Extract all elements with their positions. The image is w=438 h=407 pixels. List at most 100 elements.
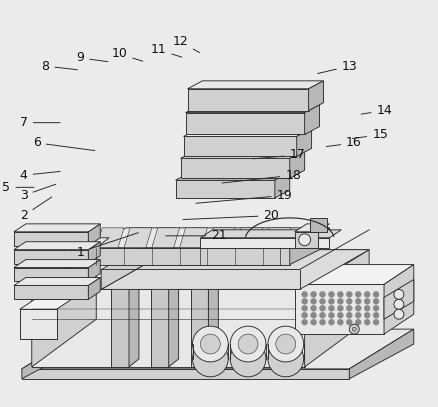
Text: 9: 9 (76, 51, 108, 64)
Polygon shape (384, 280, 414, 319)
Ellipse shape (352, 327, 356, 331)
Polygon shape (14, 224, 100, 232)
Polygon shape (14, 242, 100, 249)
Ellipse shape (328, 298, 334, 304)
Ellipse shape (355, 319, 361, 325)
Ellipse shape (328, 291, 334, 298)
Polygon shape (111, 274, 129, 367)
Ellipse shape (320, 312, 325, 318)
Ellipse shape (337, 298, 343, 304)
Ellipse shape (346, 319, 352, 325)
Text: 8: 8 (42, 59, 78, 72)
Text: 12: 12 (172, 35, 199, 53)
Ellipse shape (373, 312, 379, 318)
Ellipse shape (302, 298, 307, 304)
Ellipse shape (311, 319, 317, 325)
Polygon shape (180, 228, 208, 248)
Text: 17: 17 (252, 149, 305, 162)
Ellipse shape (373, 305, 379, 311)
Polygon shape (88, 278, 100, 299)
Ellipse shape (373, 298, 379, 304)
Ellipse shape (320, 319, 325, 325)
Polygon shape (310, 218, 328, 232)
Polygon shape (22, 329, 86, 379)
Ellipse shape (320, 298, 325, 304)
Polygon shape (295, 284, 384, 334)
Ellipse shape (346, 312, 352, 318)
Polygon shape (191, 274, 208, 367)
Ellipse shape (328, 319, 334, 325)
Ellipse shape (238, 334, 258, 354)
Polygon shape (32, 289, 305, 367)
Text: 4: 4 (20, 169, 60, 182)
Text: 18: 18 (222, 169, 301, 183)
Ellipse shape (346, 305, 352, 311)
Ellipse shape (364, 312, 370, 318)
Polygon shape (186, 113, 305, 134)
Text: 11: 11 (151, 44, 182, 57)
Ellipse shape (355, 291, 361, 298)
Polygon shape (129, 267, 139, 367)
Text: 16: 16 (326, 136, 362, 149)
Polygon shape (20, 299, 71, 309)
Polygon shape (309, 81, 324, 111)
Ellipse shape (320, 305, 325, 311)
Ellipse shape (328, 305, 334, 311)
Polygon shape (14, 232, 88, 246)
Ellipse shape (355, 298, 361, 304)
Polygon shape (88, 260, 100, 282)
Text: 15: 15 (353, 128, 388, 141)
Polygon shape (22, 329, 414, 369)
Polygon shape (151, 267, 179, 274)
Polygon shape (169, 267, 179, 367)
Ellipse shape (364, 319, 370, 325)
Polygon shape (295, 265, 414, 284)
Polygon shape (88, 224, 100, 246)
Text: 3: 3 (20, 184, 56, 202)
Text: 10: 10 (111, 48, 143, 61)
Polygon shape (180, 158, 290, 178)
Ellipse shape (311, 298, 317, 304)
Ellipse shape (299, 234, 311, 246)
Polygon shape (305, 105, 320, 134)
Polygon shape (86, 248, 290, 265)
Polygon shape (191, 267, 218, 274)
Ellipse shape (355, 305, 361, 311)
Ellipse shape (364, 291, 370, 298)
Polygon shape (186, 105, 320, 113)
Polygon shape (384, 265, 414, 334)
Polygon shape (111, 267, 139, 274)
Ellipse shape (373, 319, 379, 325)
Ellipse shape (268, 326, 304, 362)
Ellipse shape (311, 305, 317, 311)
Ellipse shape (355, 312, 361, 318)
Ellipse shape (193, 326, 228, 362)
Ellipse shape (302, 305, 307, 311)
Ellipse shape (349, 324, 359, 334)
Text: 2: 2 (20, 197, 52, 222)
Polygon shape (184, 136, 297, 156)
Polygon shape (180, 150, 305, 158)
Polygon shape (275, 172, 290, 198)
Polygon shape (201, 238, 329, 248)
Polygon shape (208, 228, 235, 248)
Ellipse shape (230, 326, 266, 362)
Ellipse shape (201, 334, 220, 354)
Text: 6: 6 (33, 136, 95, 151)
Polygon shape (235, 228, 263, 248)
Ellipse shape (394, 309, 404, 319)
Text: 13: 13 (318, 59, 357, 74)
Ellipse shape (394, 289, 404, 299)
Text: 19: 19 (196, 189, 293, 203)
Text: 1: 1 (76, 233, 138, 258)
Text: 5: 5 (2, 181, 34, 194)
Ellipse shape (268, 341, 304, 377)
Polygon shape (152, 228, 180, 248)
Text: 7: 7 (20, 116, 60, 129)
Polygon shape (176, 180, 275, 198)
Ellipse shape (364, 298, 370, 304)
Polygon shape (20, 309, 57, 339)
Ellipse shape (230, 341, 266, 377)
Ellipse shape (320, 291, 325, 298)
Ellipse shape (337, 312, 343, 318)
